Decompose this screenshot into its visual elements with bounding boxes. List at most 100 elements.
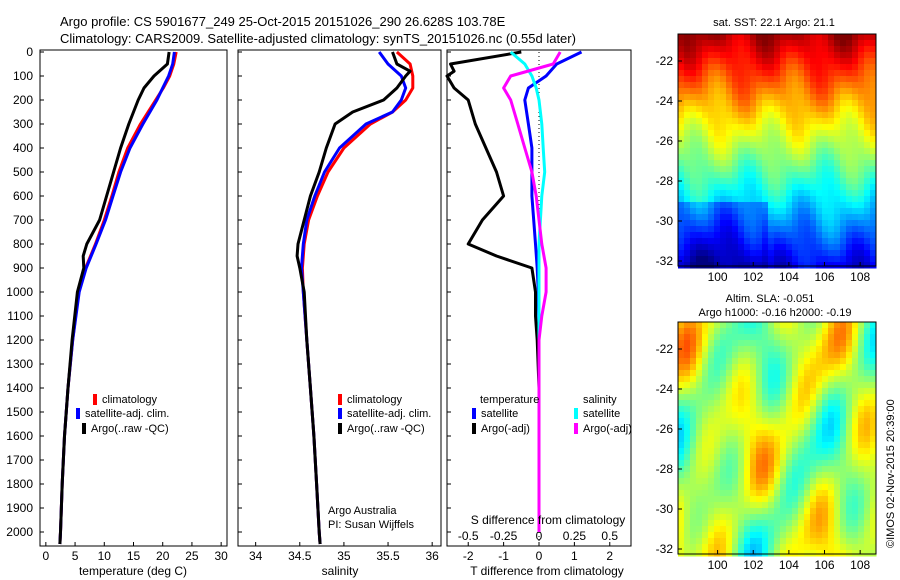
map-cell <box>864 478 871 485</box>
map-cell <box>834 328 841 335</box>
map-cell <box>834 160 841 167</box>
map-cell <box>768 364 775 371</box>
map-cell <box>852 40 859 47</box>
map-cell <box>762 352 769 359</box>
map-cell <box>720 118 727 125</box>
map-cell <box>750 418 757 425</box>
map-cell <box>738 202 745 209</box>
map-cell <box>702 208 709 215</box>
map-cell <box>864 358 871 365</box>
map-cell <box>792 172 799 179</box>
map-cell <box>810 406 817 413</box>
map-cell <box>816 436 823 443</box>
map-cell <box>828 256 835 263</box>
map-cell <box>708 490 715 497</box>
map-cell <box>852 46 859 53</box>
map-cell <box>828 88 835 95</box>
map-cell <box>840 382 847 389</box>
map-cell <box>732 340 739 347</box>
map-cell <box>756 94 763 101</box>
map-y-tick-label: -28 <box>656 174 674 188</box>
map-cell <box>738 394 745 401</box>
map-cell <box>828 466 835 473</box>
map-cell <box>774 382 781 389</box>
map-cell <box>852 460 859 467</box>
map-cell <box>726 406 733 413</box>
map-cell <box>864 442 871 449</box>
map-y-tick-label: -28 <box>656 462 674 476</box>
map-cell <box>822 166 829 173</box>
map-cell <box>684 550 691 557</box>
map-cell <box>774 466 781 473</box>
map-cell <box>738 238 745 245</box>
map-cell <box>702 94 709 101</box>
map-cell <box>750 190 757 197</box>
map-cell <box>726 340 733 347</box>
map-cell <box>810 328 817 335</box>
map-cell <box>858 106 865 113</box>
map-cell <box>804 220 811 227</box>
map-cell <box>828 454 835 461</box>
map-cell <box>726 166 733 173</box>
map-cell <box>810 400 817 407</box>
map-cell <box>822 376 829 383</box>
map-cell <box>780 436 787 443</box>
map-cell <box>720 124 727 131</box>
map-cell <box>810 376 817 383</box>
map-cell <box>864 514 871 521</box>
map-cell <box>750 160 757 167</box>
map-cell <box>786 178 793 185</box>
map-cell <box>798 406 805 413</box>
map-cell <box>816 226 823 233</box>
map-cell <box>864 436 871 443</box>
map-cell <box>732 64 739 71</box>
map-cell <box>816 496 823 503</box>
map-cell <box>768 322 775 329</box>
map-cell <box>822 220 829 227</box>
map-cell <box>732 250 739 257</box>
map-cell <box>702 148 709 155</box>
map-cell <box>768 346 775 353</box>
map-cell <box>852 442 859 449</box>
map-cell <box>684 436 691 443</box>
map-cell <box>798 124 805 131</box>
map-cell <box>768 472 775 479</box>
map-cell <box>756 364 763 371</box>
map-cell <box>708 466 715 473</box>
map-cell <box>870 250 877 257</box>
map-cell <box>786 334 793 341</box>
map-cell <box>780 160 787 167</box>
map-cell <box>738 550 745 557</box>
map-cell <box>780 430 787 437</box>
map-cell <box>864 334 871 341</box>
map-cell <box>840 538 847 545</box>
map-cell <box>714 154 721 161</box>
map-cell <box>792 58 799 65</box>
map-cell <box>834 202 841 209</box>
map-cell <box>798 532 805 539</box>
map-cell <box>858 496 865 503</box>
map-cell <box>870 112 877 119</box>
map-cell <box>786 358 793 365</box>
map-cell <box>762 238 769 245</box>
map-cell <box>750 76 757 83</box>
map-cell <box>750 352 757 359</box>
map-cell <box>846 250 853 257</box>
map-cell <box>870 190 877 197</box>
map-cell <box>720 382 727 389</box>
map-cell <box>804 190 811 197</box>
map-cell <box>846 394 853 401</box>
map-cell <box>762 334 769 341</box>
map-cell <box>852 142 859 149</box>
map-cell <box>840 448 847 455</box>
map-cell <box>684 64 691 71</box>
legend-t-satellite-label: satellite <box>481 408 518 420</box>
depth-tick-label: 900 <box>13 261 33 275</box>
map-cell <box>816 58 823 65</box>
map-cell <box>810 112 817 119</box>
map-cell <box>858 250 865 257</box>
map-cell <box>696 112 703 119</box>
map-cell <box>810 214 817 221</box>
map-cell <box>702 526 709 533</box>
map-cell <box>738 70 745 77</box>
